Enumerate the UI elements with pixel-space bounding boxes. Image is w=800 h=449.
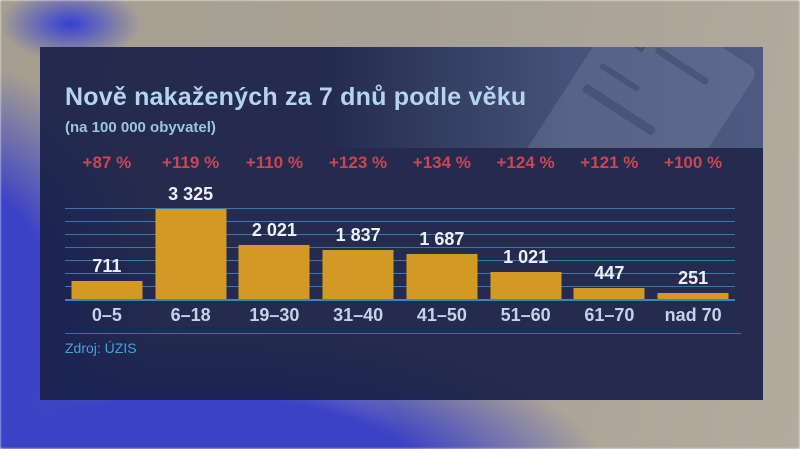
category-label: 51–60 (500, 305, 551, 325)
bar-column: 1 687 (400, 175, 484, 300)
ghost-card-text-line (654, 47, 710, 86)
category-label: 19–30 (249, 305, 300, 325)
bar (71, 281, 143, 300)
bar-column: 447 (568, 175, 652, 300)
category-label: 31–40 (333, 305, 384, 325)
bar (573, 288, 645, 300)
ghost-card-logo (620, 47, 653, 53)
category-label: 41–50 (416, 305, 467, 325)
source-divider-line (65, 333, 741, 334)
pct-change-label: +100 % (664, 153, 723, 172)
bar-chart: 711 3 325 2 021 1 837 1 687 1 021 447 251 (65, 175, 735, 301)
ghost-document-card (519, 47, 759, 148)
category-label: 0–5 (91, 305, 122, 325)
bar-column: 1 837 (316, 175, 400, 300)
bar-value-label: 251 (678, 268, 709, 288)
bar (657, 293, 729, 300)
gridline (65, 273, 735, 274)
bar (406, 254, 478, 300)
chart-gridlines (65, 175, 735, 300)
page-title: Nově nakažených za 7 dnů podle věku (65, 83, 527, 111)
bar-column: 3 325 (149, 175, 233, 300)
bar-value-label: 1 021 (503, 247, 549, 267)
pct-change-label: +110 % (245, 153, 303, 172)
page-subtitle: (na 100 000 obyvatel) (65, 119, 216, 136)
bar-column: 711 (65, 175, 149, 300)
category-row: 0–5 6–18 19–30 31–40 41–50 51–60 61–70 nad 70 (65, 305, 735, 326)
bar-value-label: 3 325 (168, 184, 214, 204)
ghost-card-text-line (581, 82, 657, 137)
category-label: nad 70 (664, 305, 722, 325)
bar-value-label: 2 021 (251, 220, 297, 240)
category-label: 61–70 (584, 305, 635, 325)
pct-change-label: +119 % (162, 153, 220, 172)
gridline (65, 247, 735, 248)
gridline (65, 260, 735, 261)
pct-change-label: +123 % (329, 153, 388, 172)
category-label: 6–18 (170, 305, 211, 325)
bar (322, 250, 394, 300)
ghost-card-text-line (598, 62, 641, 93)
gridline (65, 208, 735, 209)
bar-column: 251 (651, 175, 735, 300)
pct-change-label: +124 % (496, 153, 555, 172)
gridline (65, 234, 735, 235)
infographic-panel: Nově nakažených za 7 dnů podle věku (na … (40, 47, 763, 400)
bar-value-label: 1 687 (419, 229, 465, 249)
chart-bars: 711 3 325 2 021 1 837 1 687 1 021 447 251 (65, 175, 735, 300)
bar (490, 272, 562, 300)
gridline (65, 286, 735, 287)
bar-column: 1 021 (484, 175, 568, 300)
pct-change-row: +87 % +119 % +110 % +123 % +134 % +124 % +121 … (65, 153, 735, 177)
bar (238, 245, 310, 300)
pct-change-label: +121 % (580, 153, 639, 172)
source-label: Zdroj: ÚZIS (65, 340, 137, 356)
bar-value-label: 447 (594, 263, 625, 283)
bar-value-label: 711 (92, 256, 122, 276)
pct-change-label: +87 % (82, 153, 132, 172)
bar-column: 2 021 (233, 175, 317, 300)
pct-change-label: +134 % (412, 153, 471, 172)
bar (155, 209, 227, 300)
gridline (65, 221, 735, 222)
bar-value-label: 1 837 (335, 225, 381, 245)
x-axis-line (65, 299, 735, 301)
